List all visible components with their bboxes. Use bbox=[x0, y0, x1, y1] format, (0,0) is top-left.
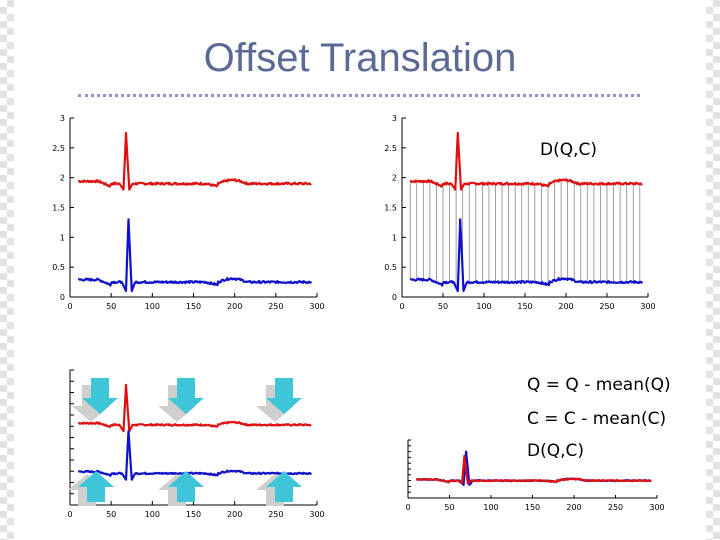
x-tick-label: 150 bbox=[186, 510, 201, 519]
x-tick-label: 300 bbox=[309, 302, 324, 311]
y-tick-label: 0.5 bbox=[384, 263, 397, 272]
x-tick-label: 50 bbox=[106, 510, 116, 519]
chart-top-left: 0 50 100 150 200 250 300 0 0.5 1 1.5 2 2.5 3 bbox=[52, 114, 324, 311]
series-line-q bbox=[77, 131, 312, 191]
x-tick-label: 150 bbox=[525, 503, 540, 512]
y-tick-label: 1 bbox=[60, 233, 65, 242]
arrow-body bbox=[168, 471, 204, 502]
x-tick-label: 0 bbox=[399, 302, 404, 311]
x-tick-label: 100 bbox=[476, 302, 491, 311]
y-tick-label: 3 bbox=[392, 114, 397, 123]
x-tick-label: 0 bbox=[67, 302, 72, 311]
arrow-body bbox=[266, 471, 302, 502]
y-tick-label: 1 bbox=[392, 233, 397, 242]
series-line-c bbox=[409, 218, 644, 293]
arrow-body bbox=[266, 378, 302, 414]
x-tick-label: 0 bbox=[67, 510, 72, 519]
y-tick-label: 0 bbox=[60, 293, 65, 302]
x-tick-label: 300 bbox=[640, 302, 655, 311]
left-checker-border bbox=[0, 0, 14, 540]
x-tick-label: 100 bbox=[145, 302, 160, 311]
x-tick-label: 200 bbox=[566, 503, 581, 512]
y-tick-label: 3 bbox=[60, 114, 65, 123]
series-line-q bbox=[78, 383, 312, 433]
equation-q-offset: Q = Q - mean(Q) bbox=[527, 375, 671, 395]
chart-top-right: 0 50 100 150 200 250 300 0 0.5 1 1.5 2 2.5 3 bbox=[384, 114, 655, 311]
y-tick-label: 2.5 bbox=[52, 144, 65, 153]
title-underline bbox=[78, 94, 640, 97]
x-tick-label: 250 bbox=[599, 302, 614, 311]
x-tick-label: 250 bbox=[268, 510, 283, 519]
series-line-c bbox=[78, 430, 313, 481]
x-tick-label: 200 bbox=[558, 302, 573, 311]
x-tick-label: 200 bbox=[227, 302, 242, 311]
x-tick-label: 300 bbox=[649, 503, 664, 512]
down-arrow-icon bbox=[256, 378, 302, 422]
y-tick-label: 1.5 bbox=[52, 204, 65, 213]
x-tick-label: 150 bbox=[186, 302, 201, 311]
up-arrow-icon bbox=[158, 471, 204, 506]
x-tick-label: 300 bbox=[309, 510, 324, 519]
x-tick-label: 200 bbox=[227, 510, 242, 519]
down-arrow-icon bbox=[72, 378, 118, 422]
y-tick-label: 2 bbox=[60, 174, 65, 183]
arrow-body bbox=[78, 471, 114, 502]
x-tick-label: 100 bbox=[483, 503, 498, 512]
x-tick-label: 50 bbox=[438, 302, 448, 311]
x-tick-label: 150 bbox=[517, 302, 532, 311]
equation-d-bottom: D(Q,C) bbox=[527, 441, 584, 461]
slide-title: Offset Translation bbox=[203, 36, 517, 80]
x-tick-label: 250 bbox=[268, 302, 283, 311]
y-tick-label: 1.5 bbox=[384, 204, 397, 213]
arrow-body bbox=[82, 378, 118, 414]
chart-bottom-left: 0 50 100 150 200 250 300 bbox=[67, 369, 325, 519]
equation-c-offset: C = C - mean(C) bbox=[527, 409, 666, 429]
arrow-body bbox=[168, 378, 204, 414]
y-tick-label: 0.5 bbox=[52, 263, 65, 272]
x-tick-label: 50 bbox=[444, 503, 454, 512]
series-line-q bbox=[409, 131, 643, 191]
y-tick-label: 0 bbox=[392, 293, 397, 302]
y-tick-label: 2 bbox=[392, 174, 397, 183]
series-line-q bbox=[416, 454, 652, 485]
chart-bottom-right: 0 50 100 150 200 250 300 bbox=[405, 439, 665, 512]
x-tick-label: 250 bbox=[608, 503, 623, 512]
up-arrow-icon bbox=[68, 471, 114, 506]
up-arrow-icon bbox=[256, 471, 302, 506]
right-checker-border bbox=[706, 0, 720, 540]
x-tick-label: 0 bbox=[405, 503, 410, 512]
x-tick-label: 100 bbox=[145, 510, 160, 519]
x-tick-label: 50 bbox=[106, 302, 116, 311]
y-tick-label: 2.5 bbox=[384, 144, 397, 153]
series-line-c bbox=[77, 218, 313, 293]
equation-d-top: D(Q,C) bbox=[540, 140, 597, 160]
down-arrow-icon bbox=[158, 378, 204, 422]
